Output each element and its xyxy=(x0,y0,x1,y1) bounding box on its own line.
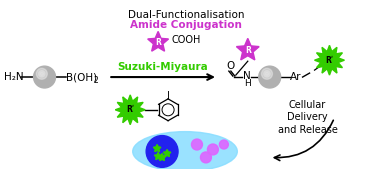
Circle shape xyxy=(259,66,280,88)
Polygon shape xyxy=(163,149,171,157)
Circle shape xyxy=(39,71,45,77)
Circle shape xyxy=(192,139,203,150)
Polygon shape xyxy=(158,154,166,161)
Text: N: N xyxy=(243,71,251,81)
Ellipse shape xyxy=(133,132,237,170)
Text: Dual-Functionalisation: Dual-Functionalisation xyxy=(128,10,244,20)
Circle shape xyxy=(34,66,56,88)
Polygon shape xyxy=(153,144,161,152)
Circle shape xyxy=(264,71,270,77)
Text: Suzuki-Miyaura: Suzuki-Miyaura xyxy=(118,62,209,72)
Text: Rʹ: Rʹ xyxy=(126,105,134,114)
Polygon shape xyxy=(314,45,344,75)
Text: O: O xyxy=(227,61,235,71)
Text: 2: 2 xyxy=(93,75,98,84)
Circle shape xyxy=(208,144,218,155)
Circle shape xyxy=(200,152,211,163)
Text: R: R xyxy=(245,46,251,55)
Circle shape xyxy=(146,136,178,167)
Text: H₂N: H₂N xyxy=(4,72,23,82)
Polygon shape xyxy=(154,152,162,160)
Text: I: I xyxy=(167,91,169,101)
Circle shape xyxy=(265,72,269,75)
Circle shape xyxy=(262,68,273,79)
Text: H: H xyxy=(244,79,251,88)
Polygon shape xyxy=(115,95,145,125)
Polygon shape xyxy=(148,31,169,51)
Text: R: R xyxy=(155,38,161,47)
Text: COOH: COOH xyxy=(171,35,200,45)
Text: Cellular
Delivery
and Release: Cellular Delivery and Release xyxy=(277,100,338,135)
Circle shape xyxy=(219,140,228,149)
FancyArrowPatch shape xyxy=(274,120,333,160)
Circle shape xyxy=(321,52,338,68)
Text: Rʹ: Rʹ xyxy=(325,56,333,65)
Circle shape xyxy=(36,68,47,79)
Text: Ar: Ar xyxy=(290,72,301,82)
Circle shape xyxy=(122,102,138,118)
Text: B(OH): B(OH) xyxy=(67,72,98,82)
Circle shape xyxy=(40,72,43,75)
Text: Amide Conjugation: Amide Conjugation xyxy=(130,21,242,30)
Polygon shape xyxy=(236,38,259,60)
